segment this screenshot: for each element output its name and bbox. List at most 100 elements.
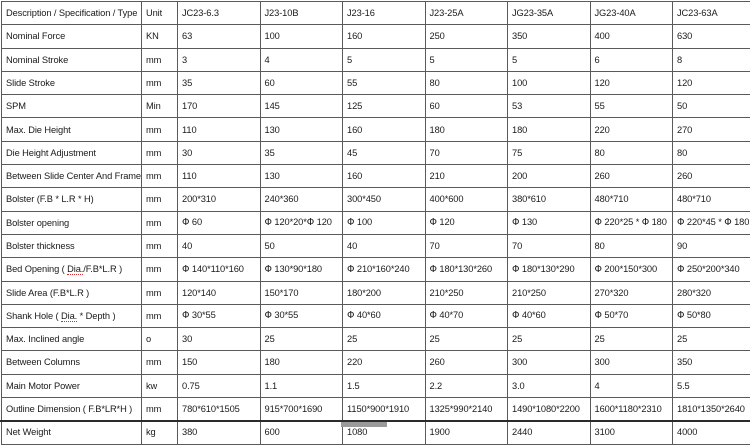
table-cell: 150*170 [260,281,343,304]
table-cell: 130 [260,118,343,141]
table-cell: 63 [178,25,261,48]
table-cell: 300 [508,351,591,374]
table-cell: 240*360 [260,188,343,211]
table-cell: 60 [260,71,343,94]
table-cell: 260 [425,351,508,374]
table-cell: 1900 [425,421,508,444]
table-cell: 280*320 [673,281,750,304]
row-label: Bolster thickness [2,234,142,257]
table-cell: 80 [673,141,750,164]
diameter-symbol: Φ [512,217,519,228]
scrollbar-fragment[interactable] [341,422,387,427]
table-cell: 160 [343,25,426,48]
table-cell: 2440 [508,421,591,444]
table-cell: Φ 180*130*290 [508,258,591,281]
table-cell: 110 [178,165,261,188]
table-cell: 210 [425,165,508,188]
row-unit: mm [142,304,178,327]
spellcheck-underline: Dia. [61,311,77,322]
diameter-symbol: Φ [677,264,684,275]
table-cell: 300*450 [343,188,426,211]
table-cell: 400*600 [425,188,508,211]
table-cell: 25 [343,328,426,351]
table-cell: 35 [260,141,343,164]
row-label: Bed Opening ( Dia./F.B*L.R ) [2,258,142,281]
table-cell: 260 [590,165,673,188]
table-cell: 180 [508,118,591,141]
diameter-symbol: Φ [265,264,272,275]
row-label: Nominal Stroke [2,48,142,71]
table-cell: Φ 180*130*260 [425,258,508,281]
table-cell: 70 [425,141,508,164]
table-cell: 70 [425,234,508,257]
row-label: Slide Area (F.B*L.R ) [2,281,142,304]
row-unit: mm [142,141,178,164]
table-cell: Φ 40*70 [425,304,508,327]
table-cell: Φ 100 [343,211,426,234]
row-label: Between Slide Center And Frame [2,165,142,188]
table-cell: 55 [590,95,673,118]
table-row: SPMMin1701451256053555045 [2,95,750,118]
row-unit: mm [142,281,178,304]
table-row: Between Columnsmm15018022026030030035041… [2,351,750,374]
table-cell: 25 [508,328,591,351]
diameter-symbol: Φ [265,217,272,228]
table-cell: 25 [590,328,673,351]
table-cell: 1150*900*1910 [343,398,426,421]
table-cell: 150 [178,351,261,374]
row-unit: mm [142,118,178,141]
table-cell: 1810*1350*2640 [673,398,750,421]
diameter-symbol: Φ [347,217,354,228]
table-cell: 270 [673,118,750,141]
column-header-model: JC23-63A [673,2,750,25]
row-unit: mm [142,258,178,281]
table-cell: Φ 250*200*340 [673,258,750,281]
row-unit: kg [142,421,178,444]
row-label: Outline Dimension ( F.B*LR*H ) [2,398,142,421]
table-cell: Φ 50*80 [673,304,750,327]
row-unit: mm [142,71,178,94]
table-cell: 30 [178,328,261,351]
table-cell: 200*310 [178,188,261,211]
row-label: Max. Die Height [2,118,142,141]
table-cell: 125 [343,95,426,118]
row-label: Main Motor Power [2,374,142,397]
table-cell: 80 [425,71,508,94]
table-cell: 180 [425,118,508,141]
row-unit: kw [142,374,178,397]
table-cell: 5 [425,48,508,71]
row-unit: KN [142,25,178,48]
diameter-symbol: Φ [182,264,189,275]
column-header-model: JC23-6.3 [178,2,261,25]
table-cell: 180*200 [343,281,426,304]
table-row: Slide Strokemm35605580100120120130 [2,71,750,94]
row-unit: mm [142,234,178,257]
table-cell: 3.0 [508,374,591,397]
diameter-symbol: Φ [512,264,519,275]
row-label: Nominal Force [2,25,142,48]
table-cell: 220 [343,351,426,374]
column-header-model: J23-25A [425,2,508,25]
row-label: Net Weight [2,421,142,444]
table-row: Die Height Adjustmentmm30354570758080100 [2,141,750,164]
table-cell: 200 [508,165,591,188]
table-row: Max. Die Heightmm11013016018018022027029… [2,118,750,141]
table-cell: 1.5 [343,374,426,397]
diameter-symbol: Φ [677,217,684,228]
table-cell: 915*700*1690 [260,398,343,421]
diameter-symbol: Φ [724,217,731,228]
table-cell: 1600*1180*2310 [590,398,673,421]
table-cell: 170 [178,95,261,118]
table-cell: 250 [425,25,508,48]
table-cell: Φ 220*45 * Φ 180 [673,211,750,234]
table-cell: 60 [425,95,508,118]
row-unit: Min [142,95,178,118]
diameter-symbol: Φ [595,264,602,275]
table-cell: 55 [343,71,426,94]
table-cell: Φ 220*25 * Φ 180 [590,211,673,234]
row-label: Die Height Adjustment [2,141,142,164]
